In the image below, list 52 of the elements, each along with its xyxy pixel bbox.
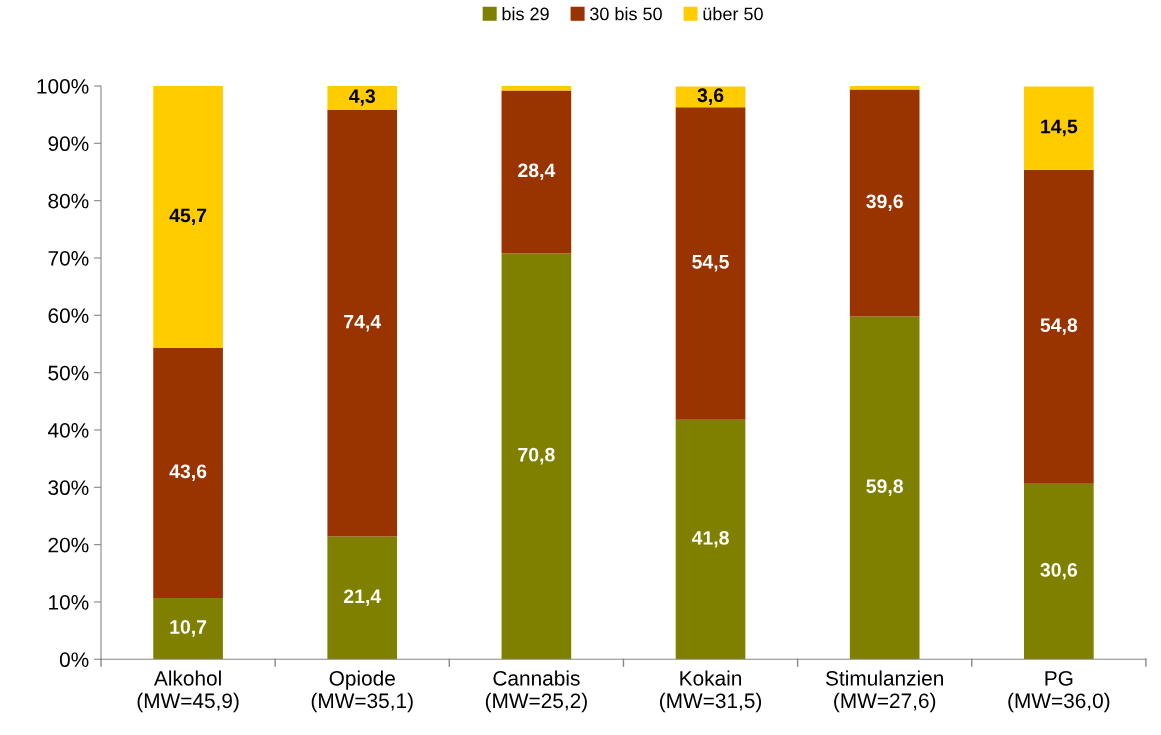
data-label: 45,7: [169, 208, 207, 226]
bar: [1024, 86, 1094, 170]
y-tick-label: 70%: [48, 250, 89, 266]
x-tick-label: Cannabis (MW=25,2): [485, 670, 587, 713]
data-label: 28,4: [518, 163, 556, 181]
data-label: 70,8: [518, 447, 555, 465]
data-label: 3,6: [697, 88, 724, 105]
bar: [153, 85, 223, 348]
y-tick-label: 60%: [48, 308, 89, 324]
data-label: 10,7: [170, 620, 207, 637]
x-tick-label: Kokain (MW=31,5): [660, 670, 762, 713]
data-label: 14,5: [1041, 119, 1078, 137]
y-tick-label: 0%: [59, 652, 89, 668]
bar: [501, 85, 572, 91]
bar: [1024, 483, 1094, 660]
bar: [1024, 169, 1094, 484]
data-label: 21,4: [343, 589, 382, 606]
y-tick-label: 90%: [48, 136, 89, 152]
bar: [327, 536, 398, 660]
data-label: 30,6: [1040, 563, 1078, 580]
y-tick-label: 80%: [48, 193, 89, 209]
y-tick-label: 50%: [48, 365, 89, 381]
y-tick-label: 10%: [49, 594, 89, 610]
bar: [501, 90, 572, 254]
bar: [849, 89, 920, 317]
bar: [849, 316, 920, 660]
data-label: 59,8: [866, 479, 904, 496]
y-tick-label: 100%: [37, 79, 89, 94]
data-label: 43,6: [169, 464, 207, 482]
legend-label: bis 29: [502, 7, 549, 21]
y-tick-label: 40%: [47, 422, 89, 438]
bar: [327, 85, 398, 111]
legend-label: über 50: [703, 7, 763, 21]
bar: [327, 110, 398, 537]
x-tick-label: Opiode (MW=35,1): [311, 670, 413, 713]
bar: [675, 107, 746, 420]
data-label: 54,5: [692, 255, 729, 272]
data-label: 74,4: [344, 314, 382, 332]
y-tick-label: 30%: [48, 480, 89, 496]
bar: [153, 597, 223, 660]
x-tick-label: PG (MW=36,0): [1008, 670, 1110, 713]
data-label: 4,3: [349, 89, 376, 106]
x-tick-label: Alkohol (MW=45,9): [137, 670, 239, 713]
x-tick-label: Stimulanzien (MW=27,6): [826, 670, 943, 713]
bar: [501, 253, 572, 660]
bar: [153, 347, 223, 598]
data-label: 39,6: [866, 194, 903, 211]
data-label: 54,8: [1040, 318, 1078, 335]
bar: [675, 419, 746, 660]
data-label: 41,8: [691, 530, 729, 548]
y-tick-label: 20%: [48, 537, 89, 553]
legend-label: 30 bis 50: [590, 7, 662, 21]
